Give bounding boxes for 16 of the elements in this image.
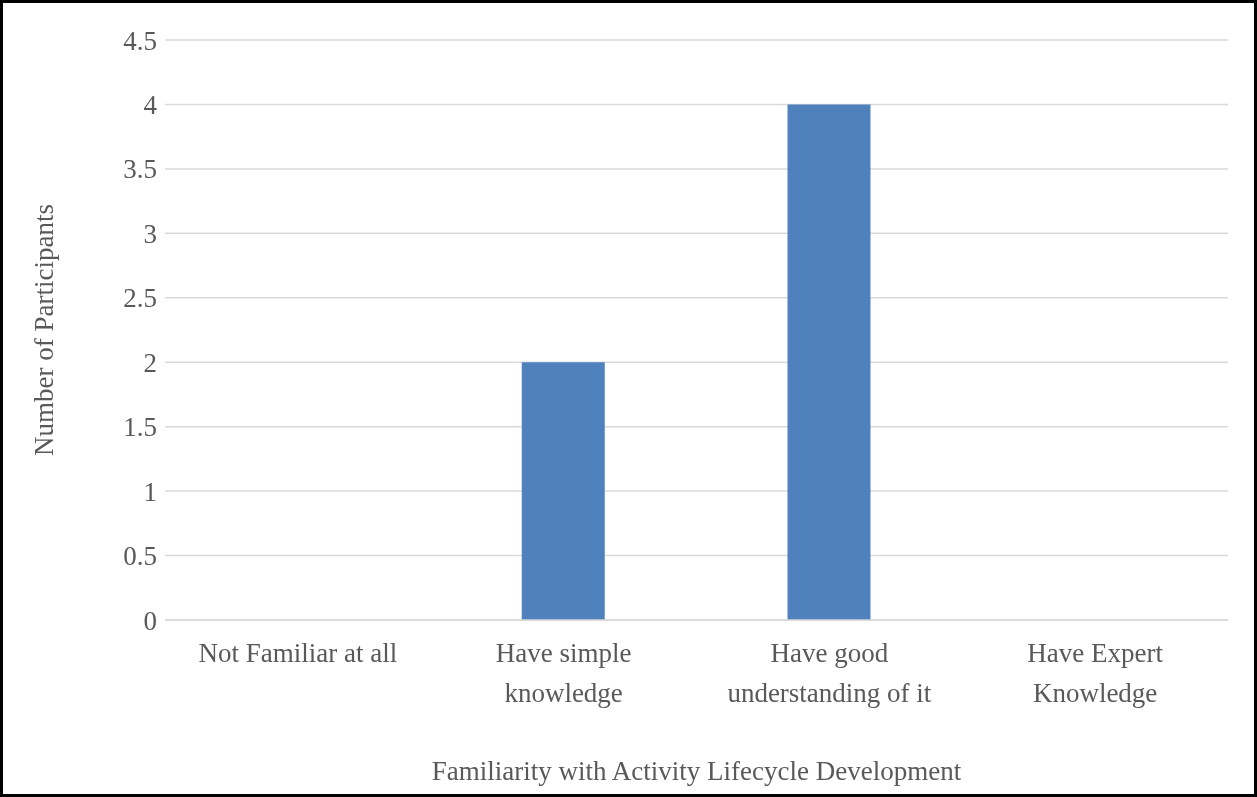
y-tick-label: 4.5 xyxy=(123,25,157,56)
y-tick-label: 4 xyxy=(143,90,158,121)
x-axis-title: Familiarity with Activity Lifecycle Development xyxy=(431,756,962,786)
y-tick-label: 3.5 xyxy=(123,154,157,185)
x-tick-label: Have good understanding of it xyxy=(727,638,932,709)
x-tick-label: Have Expert Knowledge xyxy=(1027,638,1164,709)
y-tick-label: 0 xyxy=(143,605,157,636)
y-tick-label: 1.5 xyxy=(123,412,157,443)
y-tick-label: 0.5 xyxy=(123,541,157,572)
x-tick-label: Not Familiar at all xyxy=(198,638,398,669)
y-tick-label: 1 xyxy=(143,476,157,507)
y-axis-title: Number of Participants xyxy=(28,204,59,456)
y-tick-label: 2.5 xyxy=(123,283,157,314)
x-tick-label: Have simple knowledge xyxy=(495,638,632,709)
y-tick-label: 3 xyxy=(143,218,157,249)
y-tick-label: 2 xyxy=(143,347,157,378)
